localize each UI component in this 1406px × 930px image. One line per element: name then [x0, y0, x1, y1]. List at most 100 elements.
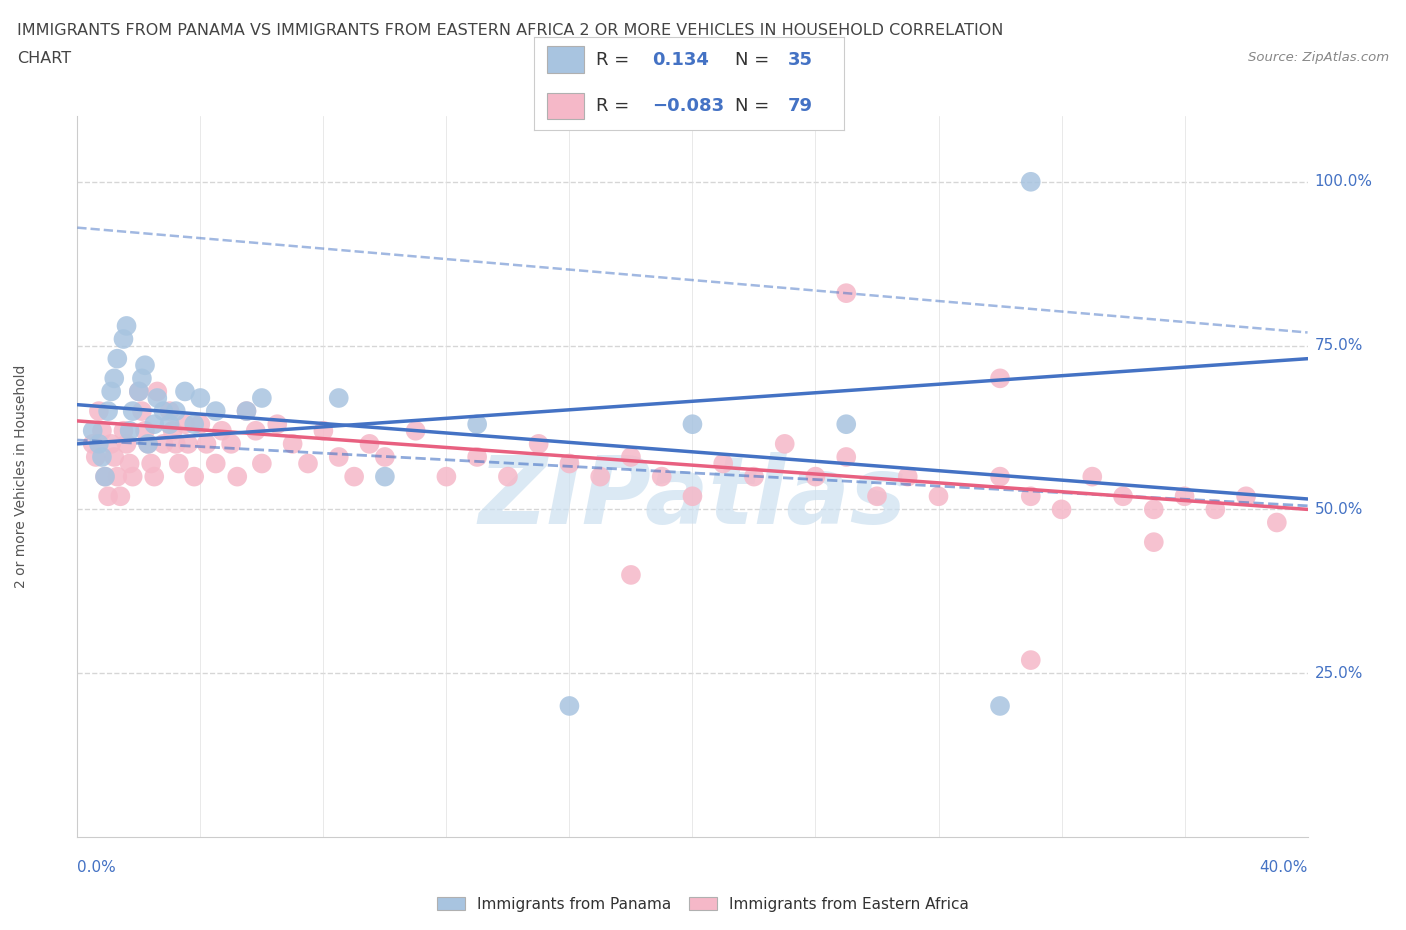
Point	[134, 358, 156, 373]
Point	[146, 391, 169, 405]
Point	[835, 417, 858, 432]
Point	[174, 384, 197, 399]
Point	[1050, 502, 1073, 517]
Point	[742, 469, 765, 484]
Point	[103, 449, 125, 464]
Text: 25.0%: 25.0%	[1315, 666, 1362, 681]
Point	[527, 436, 550, 451]
Point	[1019, 174, 1042, 189]
Text: 50.0%: 50.0%	[1315, 502, 1362, 517]
Point	[773, 436, 796, 451]
Point	[204, 456, 226, 471]
Point	[134, 423, 156, 438]
Point	[90, 423, 114, 438]
Point	[558, 456, 581, 471]
Point	[105, 469, 128, 484]
Text: 75.0%: 75.0%	[1315, 339, 1362, 353]
Point	[988, 698, 1011, 713]
Point	[143, 417, 166, 432]
Point	[250, 391, 273, 405]
Point	[1143, 535, 1166, 550]
Point	[100, 384, 122, 399]
Point	[118, 423, 141, 438]
Point	[897, 469, 920, 484]
Point	[1019, 653, 1042, 668]
Point	[82, 423, 104, 438]
Point	[128, 384, 150, 399]
Point	[226, 469, 249, 484]
Point	[128, 384, 150, 399]
Point	[90, 449, 114, 464]
Point	[928, 489, 950, 504]
Point	[405, 423, 427, 438]
Point	[188, 391, 212, 405]
Text: R =: R =	[596, 97, 636, 115]
Point	[131, 371, 153, 386]
Point	[343, 469, 366, 484]
Point	[1019, 489, 1042, 504]
Text: IMMIGRANTS FROM PANAMA VS IMMIGRANTS FROM EASTERN AFRICA 2 OR MORE VEHICLES IN H: IMMIGRANTS FROM PANAMA VS IMMIGRANTS FRO…	[17, 23, 1004, 38]
Point	[112, 423, 135, 438]
Point	[651, 469, 673, 484]
Point	[115, 318, 138, 333]
Point	[105, 352, 128, 366]
Point	[167, 456, 190, 471]
Point	[235, 404, 257, 418]
Point	[152, 436, 174, 451]
Point	[250, 456, 273, 471]
Point	[121, 404, 143, 418]
Point	[235, 404, 257, 418]
Point	[152, 404, 174, 418]
Text: 0.134: 0.134	[652, 50, 709, 69]
Point	[143, 469, 166, 484]
Point	[121, 469, 143, 484]
Point	[183, 417, 205, 432]
Point	[988, 469, 1011, 484]
Point	[374, 449, 396, 464]
Point	[988, 371, 1011, 386]
Point	[465, 417, 488, 432]
Point	[115, 436, 138, 451]
Point	[177, 436, 200, 451]
Point	[620, 449, 643, 464]
Text: N =: N =	[735, 50, 775, 69]
Point	[1112, 489, 1135, 504]
Point	[266, 417, 288, 432]
Point	[131, 404, 153, 418]
Point	[245, 423, 267, 438]
Point	[682, 417, 704, 432]
Point	[112, 332, 135, 347]
Text: ZIPatlas: ZIPatlas	[478, 452, 907, 544]
Point	[84, 449, 107, 464]
Point	[496, 469, 519, 484]
Point	[103, 371, 125, 386]
Point	[436, 469, 458, 484]
Point	[1174, 489, 1197, 504]
Point	[374, 469, 396, 484]
Point	[100, 436, 122, 451]
Point	[188, 417, 212, 432]
Text: 35: 35	[787, 50, 813, 69]
Point	[82, 436, 104, 451]
Point	[165, 404, 187, 418]
Point	[1204, 502, 1226, 517]
Point	[835, 449, 858, 464]
Point	[136, 436, 159, 451]
Point	[94, 469, 117, 484]
Point	[866, 489, 889, 504]
Point	[359, 436, 381, 451]
Point	[97, 489, 120, 504]
Text: Source: ZipAtlas.com: Source: ZipAtlas.com	[1249, 51, 1389, 64]
Point	[835, 286, 858, 300]
Point	[804, 469, 827, 484]
Point	[97, 404, 120, 418]
Point	[312, 423, 335, 438]
Point	[118, 456, 141, 471]
Point	[94, 469, 117, 484]
Text: R =: R =	[596, 50, 636, 69]
Point	[1081, 469, 1104, 484]
Text: 2 or more Vehicles in Household: 2 or more Vehicles in Household	[14, 365, 28, 589]
Point	[204, 404, 226, 418]
Point	[211, 423, 233, 438]
Point	[195, 436, 218, 451]
